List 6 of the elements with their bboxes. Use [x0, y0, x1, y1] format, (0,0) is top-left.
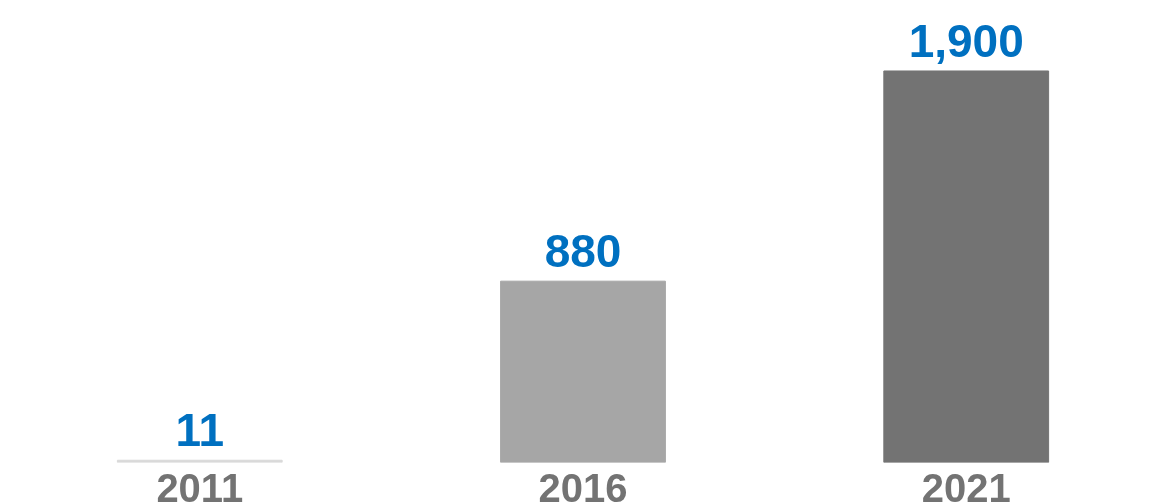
x-tick-label: 2011	[156, 465, 244, 504]
data-label: 880	[544, 225, 622, 278]
data-label: 1,900	[908, 14, 1024, 67]
x-tick-label: 2016	[538, 465, 628, 504]
data-label: 11	[175, 404, 225, 457]
x-tick-label: 2021	[921, 465, 1011, 504]
